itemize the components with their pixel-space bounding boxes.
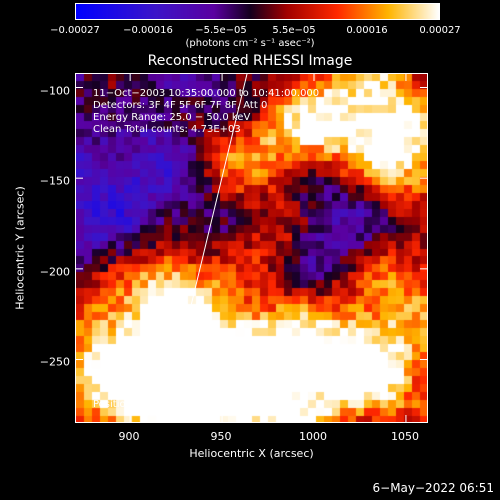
colorbar-tick-label: 0.00027 [419,25,461,36]
plot-timestamp: 6−May−2022 06:51 [372,481,495,495]
x-tick-label: 1000 [299,430,327,443]
info-time-range: 11−Oct−2003 10:35:00.000 to 10:41:00.000 [93,88,320,99]
x-axis-label: Heliocentric X (arcsec) [189,447,314,460]
y-tick-label: −150 [39,174,70,188]
x-tick-label: 900 [118,430,140,443]
colorbar-tick-label: −5.5e−05 [195,25,247,36]
colorbar [75,3,440,20]
heatmap-image [76,74,427,422]
colorbar-tick-label: 5.5e−05 [272,25,316,36]
info-detectors: Detectors: 3F 4F 5F 6F 7F 8F, Att 0 [93,100,268,111]
info-energy-range: Energy Range: 25.0 − 50.0 keV [93,112,251,123]
colorbar-tick-label: 0.00016 [346,25,388,36]
y-tick-label: −250 [39,355,70,369]
y-tick-label: −100 [39,84,70,98]
x-tick-label: 1050 [391,430,419,443]
solar-limb-overlay [162,74,248,422]
colorbar-tick-label: −0.00016 [123,25,173,36]
chart-title: Reconstructed RHESSI Image [147,53,353,69]
colorbar-tick-label: −0.00027 [50,25,100,36]
y-tick-label: −200 [39,265,70,279]
peak-position-label: Position of Peak = [1024,−105] [93,399,251,410]
y-axis-label: Heliocentric Y (arcsec) [13,186,27,310]
colorbar-units: (photons cm⁻² s⁻¹ asec⁻²) [185,38,315,49]
solar-limb-line [162,74,248,422]
x-tick-label: 950 [210,430,232,443]
info-clean-counts: Clean Total counts: 4.73E+03 [93,124,241,135]
plot-area: 11−Oct−2003 10:35:00.000 to 10:41:00.000… [75,73,428,423]
